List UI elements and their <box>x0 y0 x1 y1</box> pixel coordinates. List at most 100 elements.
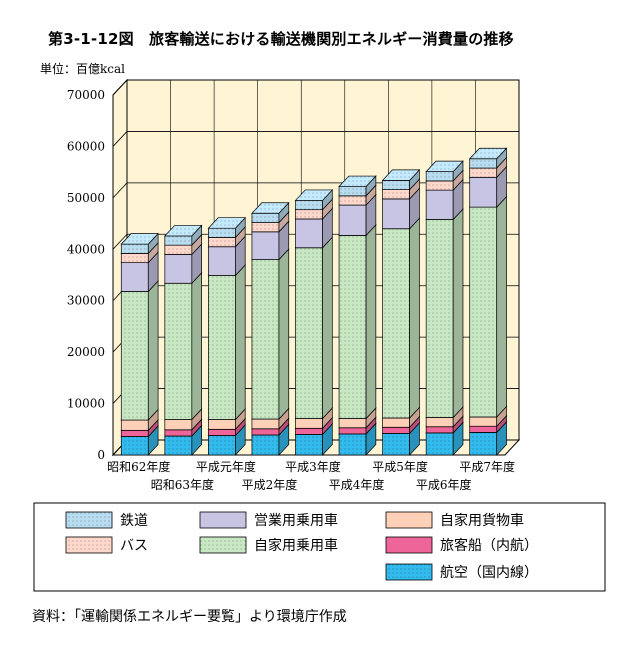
bar-pattern <box>295 247 323 419</box>
bar-front <box>164 254 193 284</box>
y-tick-label: 30000 <box>67 294 105 308</box>
bar-front <box>251 418 280 430</box>
bar-front <box>469 425 498 433</box>
bar-pattern <box>121 244 149 254</box>
source-note: 資料：「運輸関係エネルギー要覧」より環境庁作成 <box>32 609 347 625</box>
bar-segment <box>338 224 377 420</box>
bar-side <box>322 236 333 420</box>
bar-front <box>208 246 236 276</box>
bar-pattern <box>164 245 192 255</box>
bar-pattern <box>339 433 367 455</box>
legend-label: 自家用貨物車 <box>440 512 524 529</box>
x-tick-label: 昭和63年度 <box>151 477 214 492</box>
bar-segment <box>207 264 246 421</box>
x-tick-label: 平成7年度 <box>459 459 515 474</box>
legend-item: 旅客船（内航） <box>385 536 538 554</box>
bar-top-pattern <box>251 202 289 214</box>
legend-item: 鉄道 <box>65 511 148 529</box>
bar-pattern <box>426 219 454 418</box>
bar-front <box>120 419 149 431</box>
bar-segment <box>251 248 290 420</box>
chart-title: 第3-1-12図 旅客輸送における輸送機関別エネルギー消費量の推移 <box>48 30 514 48</box>
bar-front <box>425 417 454 428</box>
bar-segment <box>468 147 508 169</box>
bar-top-pattern <box>339 176 376 187</box>
bar-pattern <box>208 228 236 238</box>
bar-pattern <box>121 253 149 263</box>
bar-side <box>452 208 464 419</box>
legend-item: 営業用乗用車 <box>199 511 338 529</box>
bar-top-pattern <box>426 161 463 172</box>
y-tick-label: 60000 <box>67 139 105 153</box>
bar-pattern <box>469 207 497 417</box>
bar-front <box>295 418 323 429</box>
y-tick-label: 0 <box>97 448 105 462</box>
bar-pattern <box>295 434 323 455</box>
bar-pattern <box>208 237 236 247</box>
bar-layer <box>120 147 508 456</box>
legend-label: 営業用乗用車 <box>254 512 338 529</box>
y-tick-label: 20000 <box>67 345 105 359</box>
bar-segment <box>120 232 159 255</box>
legend-item: 自家用乗用車 <box>199 536 338 554</box>
bar-segment <box>164 224 203 247</box>
x-tick-label: 平成元年度 <box>196 459 256 474</box>
bar-pattern <box>426 180 454 191</box>
x-tick-label: 平成2年度 <box>242 477 298 492</box>
x-tick-label: 昭和62年度 <box>107 459 170 474</box>
y-tick-label: 10000 <box>67 397 105 411</box>
bar-pattern <box>164 235 192 246</box>
legend-swatch <box>385 511 433 529</box>
bar-front <box>120 429 149 437</box>
legend-label: 旅客船（内航） <box>440 537 538 554</box>
bar-pattern <box>382 180 410 190</box>
x-tick-label: 平成5年度 <box>372 459 428 474</box>
bar-front <box>425 426 454 434</box>
unit-label: 単位：百億kcal <box>40 62 125 76</box>
bar-top-pattern <box>121 233 159 245</box>
bar-pattern <box>164 435 192 455</box>
bar-side <box>496 195 507 418</box>
bar-side <box>278 248 290 420</box>
bar-front <box>164 429 193 437</box>
bar-pattern <box>295 200 323 210</box>
bar-front <box>295 218 323 249</box>
bar-pattern <box>251 213 279 223</box>
bar-front <box>382 417 410 428</box>
legend-swatch-pattern <box>66 537 112 553</box>
legend-swatch-pattern <box>200 537 246 553</box>
legend-swatch <box>199 511 247 529</box>
legend-label: 鉄道 <box>120 513 148 529</box>
bar-front <box>338 418 367 429</box>
x-tick-label: 平成4年度 <box>329 477 385 492</box>
bar-pattern <box>121 291 149 421</box>
bar-side <box>235 264 246 421</box>
bar-pattern <box>121 436 149 455</box>
bar-pattern <box>382 189 410 199</box>
bar-segment <box>120 280 159 421</box>
bar-front <box>382 198 410 230</box>
legend-item: 自家用貨物車 <box>385 511 524 529</box>
legend-label: 自家用乗用車 <box>254 537 338 554</box>
bar-pattern <box>426 171 454 181</box>
bar-front <box>164 419 193 431</box>
bar-segment <box>381 217 421 419</box>
bar-segment <box>425 160 464 182</box>
bar-pattern <box>208 435 236 455</box>
bar-front <box>469 416 498 427</box>
x-tick-label: 平成6年度 <box>416 477 472 492</box>
legend-swatch-pattern <box>386 564 432 580</box>
bar-pattern <box>339 195 367 206</box>
bar-segment <box>425 208 464 419</box>
y-tick-label: 70000 <box>67 88 105 102</box>
bar-side <box>147 280 159 421</box>
bar-pattern <box>382 228 410 418</box>
bar-segment <box>294 189 334 211</box>
bar-top-pattern <box>164 225 202 236</box>
x-tick-label: 平成3年度 <box>285 459 341 474</box>
bar-side <box>191 271 202 421</box>
legend-box <box>33 502 606 592</box>
bar-front <box>251 231 280 260</box>
bar-pattern <box>251 434 279 455</box>
legend-label: 航空（国内線） <box>440 565 538 581</box>
